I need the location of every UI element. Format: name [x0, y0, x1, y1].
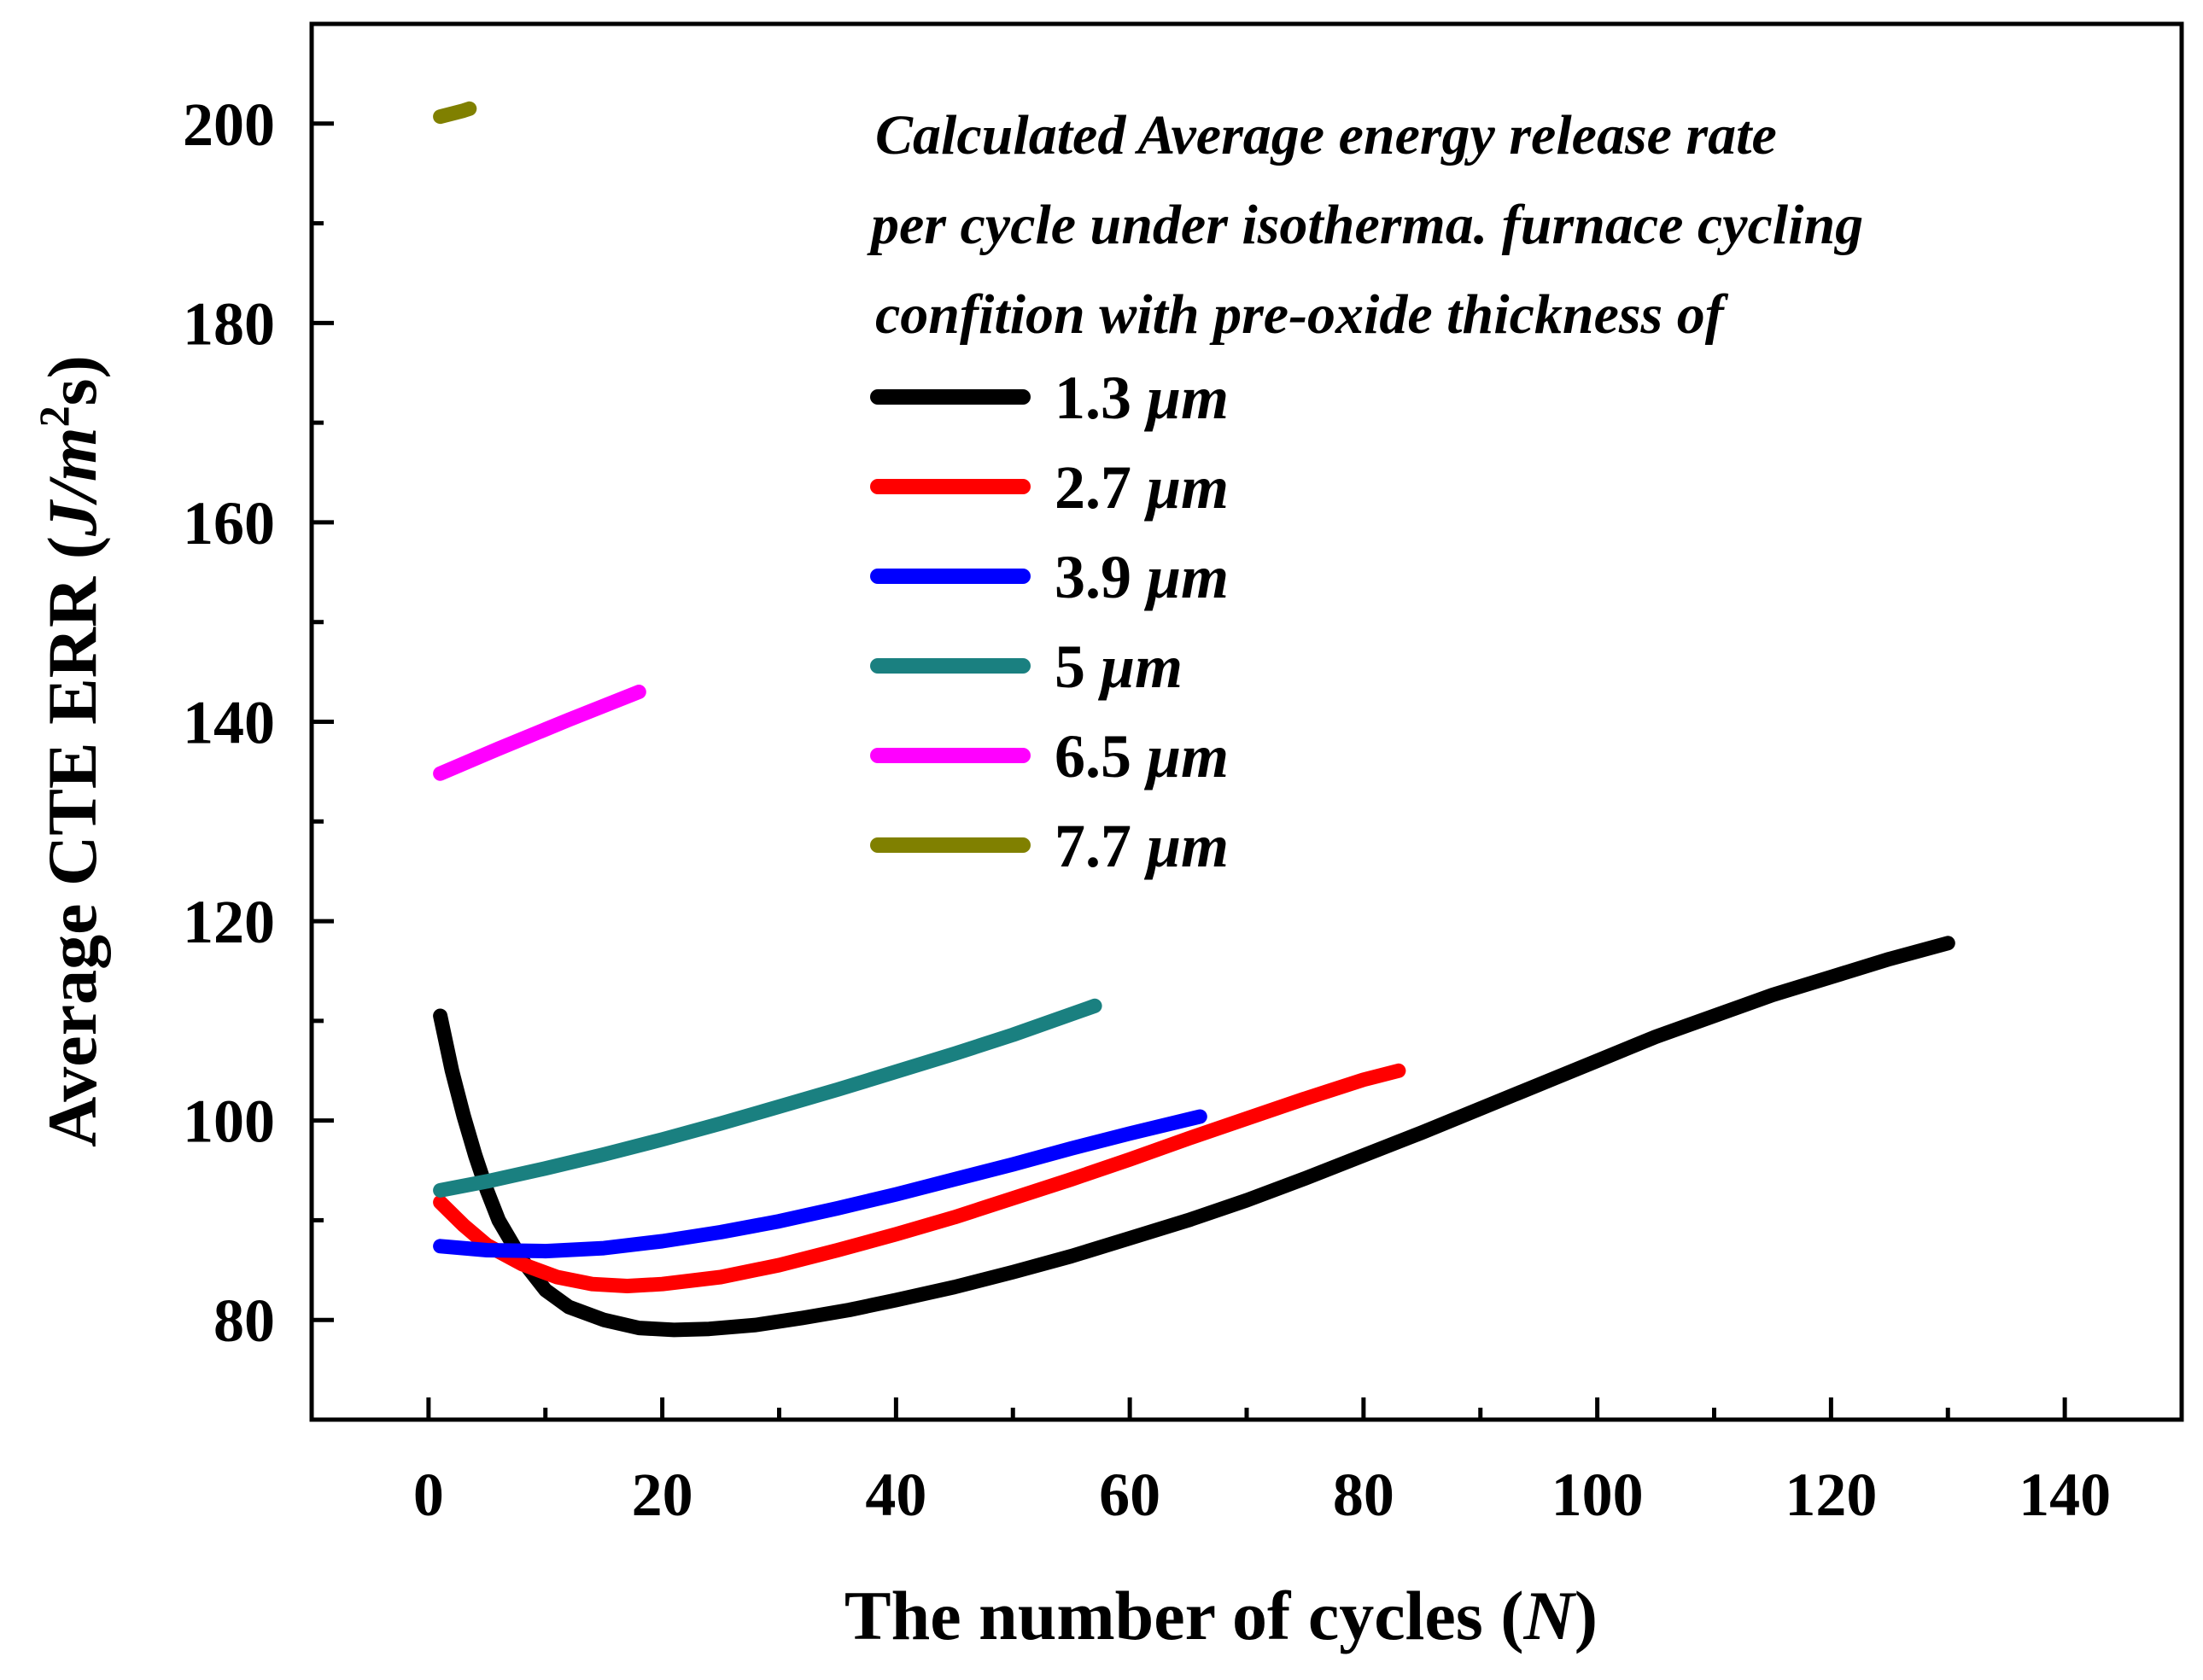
y-axis-title-unit: J/m	[33, 427, 111, 537]
legend-unit: μm	[1097, 633, 1183, 701]
series-line-5	[433, 998, 1102, 1198]
legend-value: 2.7	[1055, 453, 1147, 522]
y-axis-title-tail: s)	[33, 355, 111, 405]
legend-title-line-2: per cycle under isotherma. furnace cycli…	[867, 194, 1863, 256]
legend-value: 7.7	[1055, 812, 1147, 880]
x-tick-label: 140	[2019, 1461, 2111, 1529]
y-axis-ticks: 80 100 120 140 160 180 200	[183, 21, 334, 1422]
legend-title-line-1: Calculated Average energy release rate	[875, 104, 1777, 166]
legend-unit: μm	[1143, 453, 1229, 522]
svg-text:The number of cycles (N): The number of cycles (N)	[844, 1577, 1598, 1654]
x-tick-label: 0	[413, 1461, 444, 1529]
y-tick-label: 200	[183, 90, 275, 159]
x-axis-title: The number of cycles (N)	[844, 1577, 1598, 1654]
y-axis-title-text: Average CTE ERR (	[33, 536, 111, 1147]
legend-unit: μm	[1143, 543, 1229, 611]
legend-unit: μm	[1143, 722, 1229, 790]
y-tick-label: 160	[183, 489, 275, 557]
x-tick-label: 100	[1551, 1461, 1644, 1529]
legend-label-7-7: 7.7 μm	[1055, 812, 1229, 880]
x-axis-title-close: )	[1575, 1577, 1598, 1654]
x-tick-label: 80	[1333, 1461, 1394, 1529]
series-layer	[433, 101, 1955, 1338]
x-tick-label: 20	[632, 1461, 693, 1529]
legend-value: 6.5	[1055, 722, 1147, 790]
x-axis-title-text: The number of cycles (	[844, 1577, 1524, 1654]
legend-label-2-7: 2.7 μm	[1055, 453, 1229, 522]
series-line-7-7	[433, 101, 477, 125]
series-line-6-5	[433, 685, 646, 781]
y-tick-label: 140	[183, 689, 275, 757]
legend-value: 1.3	[1055, 364, 1147, 432]
legend: Calculated Average energy release rate p…	[867, 104, 1863, 880]
x-tick-label: 120	[1785, 1461, 1877, 1529]
y-axis-title: Average CTE ERR (J/m2s)	[30, 355, 111, 1147]
legend-unit: μm	[1143, 364, 1229, 432]
y-tick-label: 80	[213, 1286, 275, 1355]
x-axis-ticks: 0 20 40 60 80 100 120 140	[309, 1397, 2184, 1529]
x-axis-title-var: N	[1523, 1577, 1577, 1654]
legend-value: 3.9	[1055, 543, 1147, 611]
legend-label-6-5: 6.5 μm	[1055, 722, 1229, 790]
x-tick-label: 40	[865, 1461, 926, 1529]
y-tick-label: 120	[183, 888, 275, 956]
legend-entries: 1.3 μm2.7 μm3.9 μm5 μm6.5 μm7.7 μm	[870, 364, 1229, 880]
x-tick-label: 60	[1099, 1461, 1160, 1529]
y-tick-label: 100	[183, 1088, 275, 1156]
y-tick-label: 180	[183, 289, 275, 358]
legend-title-line-3: confition with pre-oxide thickness of	[875, 283, 1729, 346]
y-axis-title-sup: 2	[30, 405, 78, 427]
legend-value: 5	[1055, 633, 1101, 701]
series-line-2-7	[433, 1063, 1406, 1293]
legend-label-3-9: 3.9 μm	[1055, 543, 1229, 611]
legend-label-5: 5 μm	[1055, 633, 1183, 701]
legend-unit: μm	[1143, 812, 1229, 880]
svg-text:Average CTE ERR (J/m2s): Average CTE ERR (J/m2s)	[30, 355, 111, 1147]
legend-label-1-3: 1.3 μm	[1055, 364, 1229, 432]
series-line-3-9	[433, 1109, 1207, 1259]
